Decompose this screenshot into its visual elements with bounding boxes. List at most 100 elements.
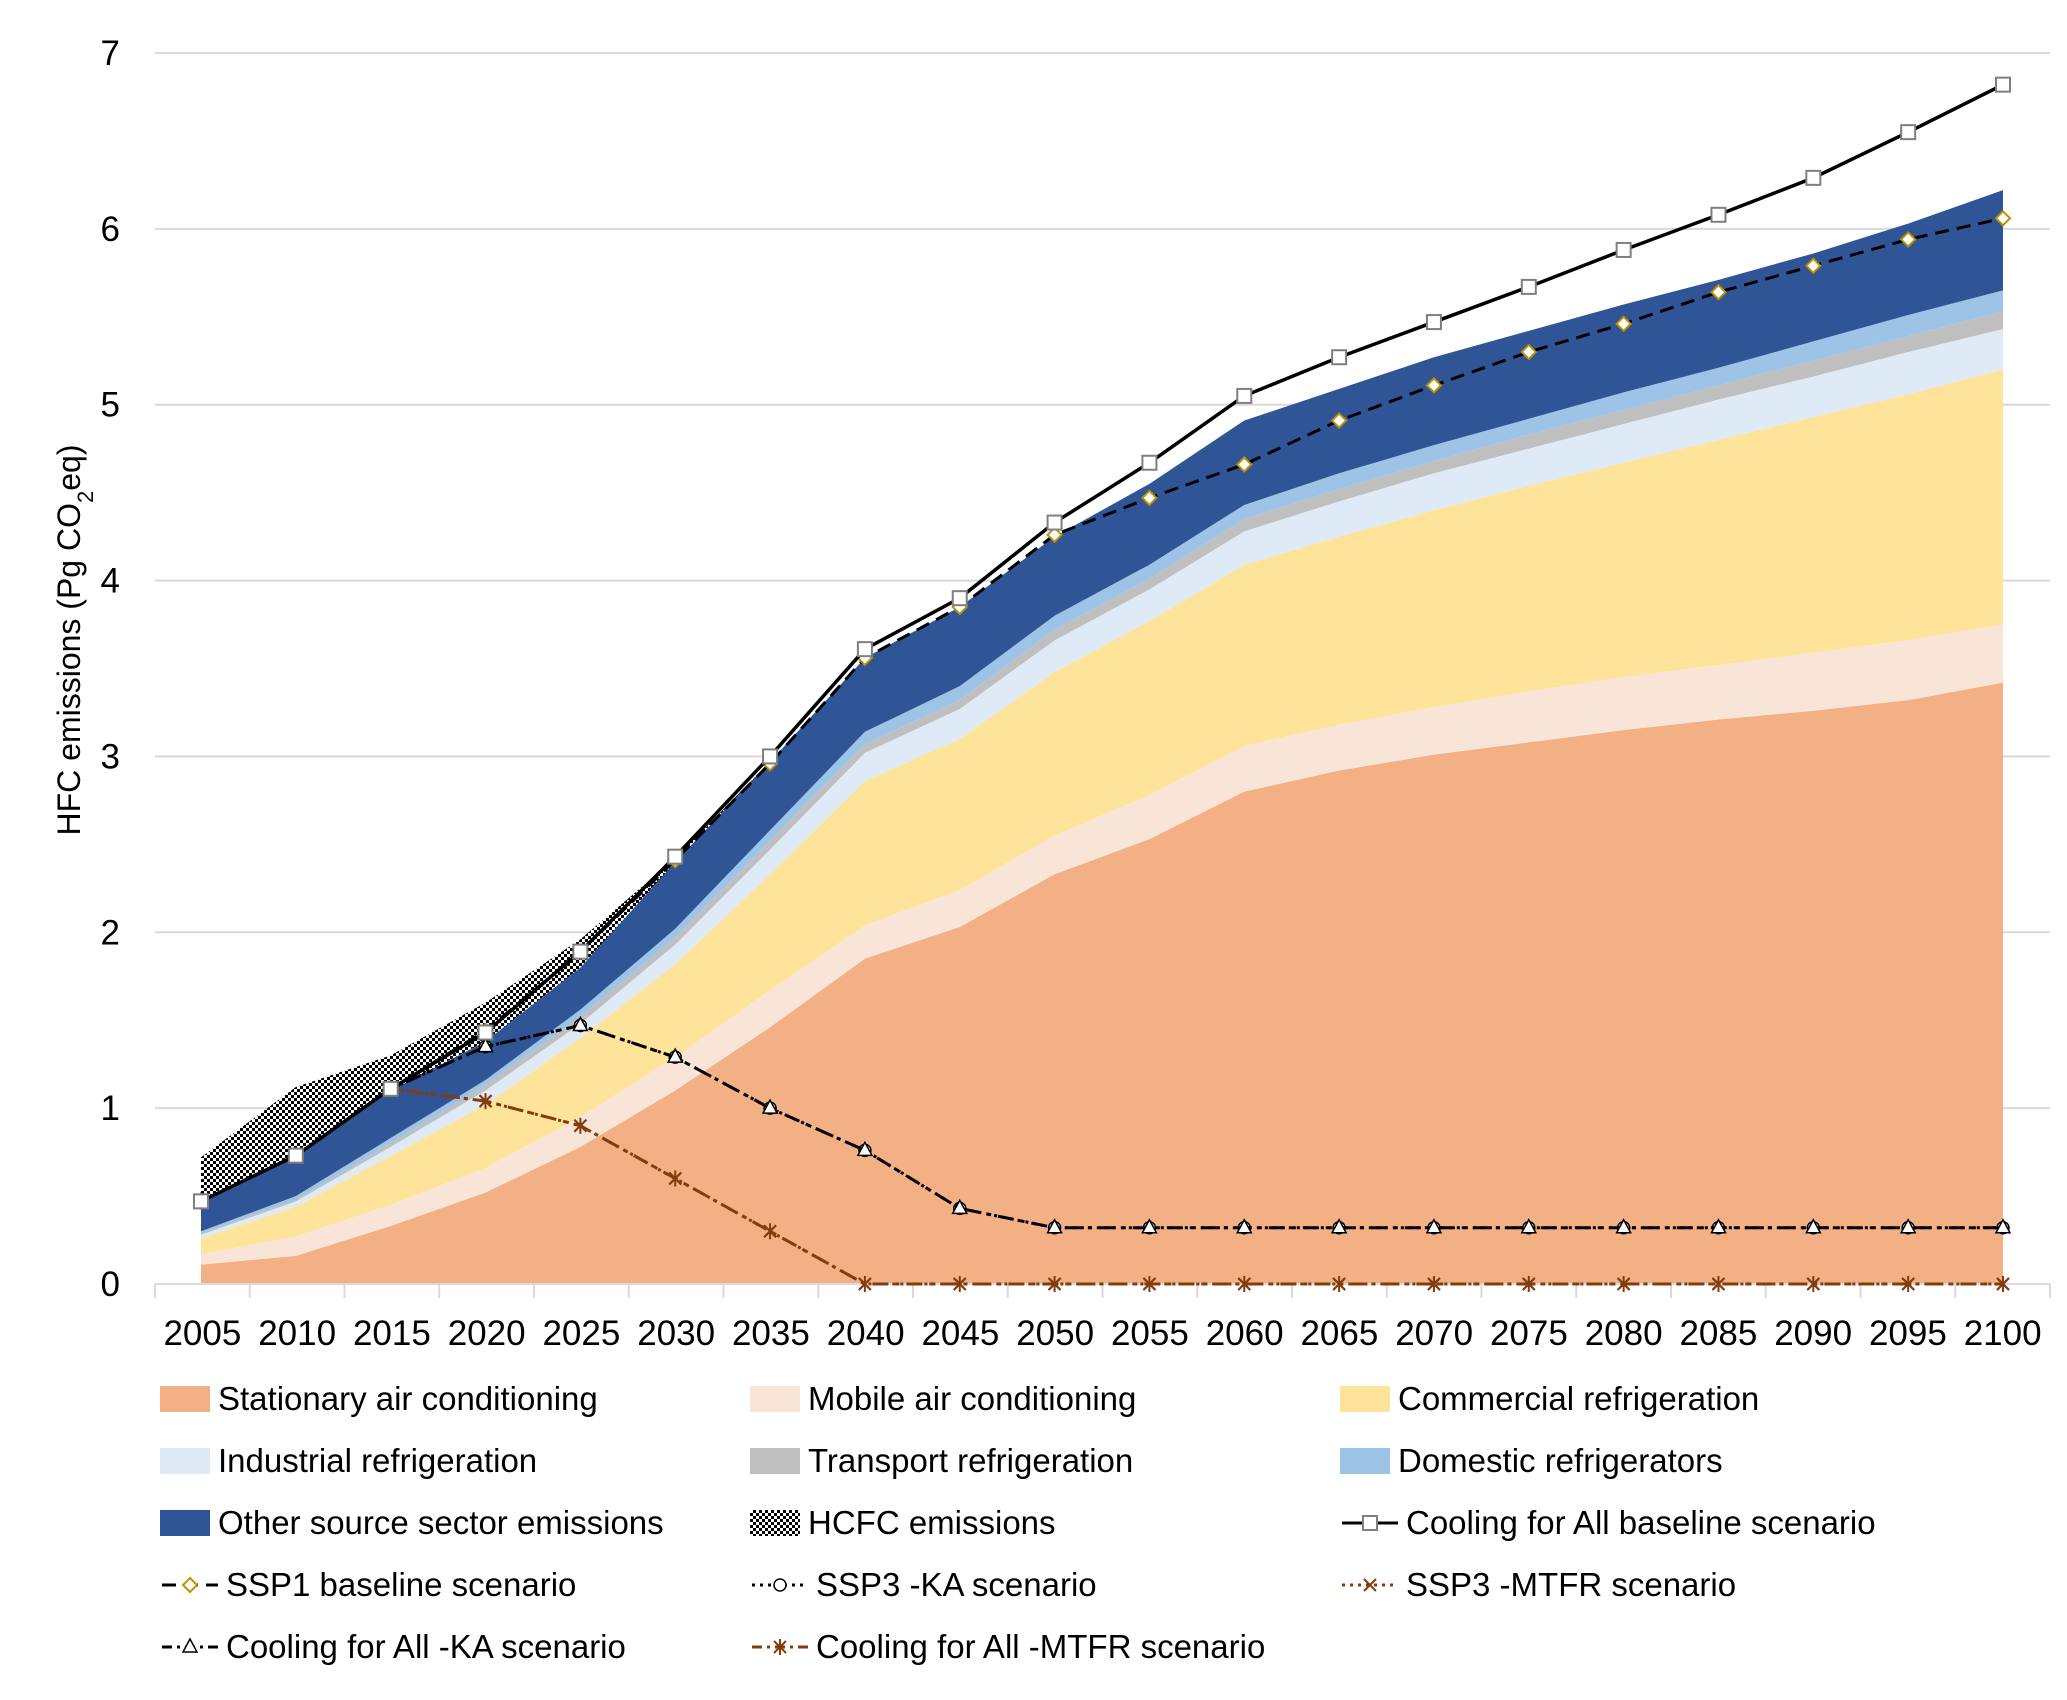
- legend-label: Domestic refrigerators: [1398, 1442, 1723, 1479]
- data-point-marker: [951, 1198, 968, 1215]
- data-point-marker: [477, 1037, 494, 1053]
- data-point-marker: [1236, 1218, 1253, 1234]
- data-point-marker: [1427, 1276, 1441, 1292]
- data-point-marker: [1047, 1276, 1062, 1292]
- x-tick-label: 2025: [542, 1314, 620, 1353]
- line-path: [200, 83, 2004, 1203]
- data-point-marker: [477, 1024, 494, 1041]
- data-point-marker: [193, 1193, 209, 1210]
- data-point-marker: [1141, 1218, 1158, 1234]
- legend-item: Transport refrigeration: [750, 1437, 1340, 1485]
- legend-item: Other source sector emissions: [160, 1499, 750, 1547]
- area-stationary-air-conditioning: [201, 682, 2003, 1284]
- y-tick-label: 7: [101, 34, 120, 73]
- data-point-marker: [1994, 1218, 2012, 1234]
- legend-label: Cooling for All baseline scenario: [1406, 1504, 1876, 1541]
- data-point-marker: [1046, 1218, 1063, 1234]
- x-tick-label: 2075: [1490, 1314, 1568, 1353]
- legend-swatch: [750, 1510, 800, 1536]
- data-point-marker: [1522, 1276, 1536, 1292]
- data-point-marker: [762, 748, 779, 765]
- y-axis-ticks: 0 1 2 3 4 5 6 7: [101, 34, 120, 1304]
- legend-marker: [1363, 1578, 1377, 1592]
- legend-item: SSP1 baseline scenario: [160, 1561, 750, 1609]
- legend-line-swatch: [752, 1639, 808, 1655]
- legend-marker: [773, 1639, 787, 1655]
- legend-item: Cooling for All -MTFR scenario: [750, 1623, 1340, 1671]
- y-tick-label: 4: [101, 562, 120, 601]
- data-point-marker: [951, 590, 968, 607]
- data-point-marker: [856, 1140, 874, 1157]
- data-point-marker: [1805, 1218, 1822, 1234]
- y-tick-label: 1: [101, 1089, 120, 1128]
- data-point-marker: [1046, 514, 1063, 531]
- data-point-marker: [1330, 1218, 1348, 1234]
- x-axis-ticks: 2005 2010 2015 2020 2025 2030 2035 2040 2045 2050…: [163, 1314, 2041, 1353]
- legend-line-swatch: [1342, 1515, 1398, 1531]
- x-tick-label: 2040: [827, 1314, 905, 1353]
- data-point-marker: [572, 1015, 589, 1032]
- x-tick-label: 2055: [1111, 1314, 1189, 1353]
- legend-line-swatch: [1342, 1578, 1398, 1592]
- x-tick-label: 2010: [258, 1314, 336, 1353]
- legend-item: SSP3 -MTFR scenario: [1340, 1561, 1980, 1609]
- data-point-marker: [1330, 412, 1348, 429]
- x-tick-label: 2070: [1395, 1314, 1473, 1353]
- area-mobile-air-conditioning: [201, 624, 2003, 1265]
- legend-label: Mobile air conditioning: [808, 1380, 1137, 1417]
- x-tick-label: 2080: [1585, 1314, 1663, 1353]
- data-point-marker: [1806, 1276, 1821, 1292]
- data-point-marker: [1520, 278, 1537, 295]
- data-point-marker: [1520, 343, 1538, 361]
- legend-label: SSP1 baseline scenario: [226, 1566, 577, 1603]
- legend-label: SSP3 -KA scenario: [816, 1566, 1097, 1603]
- legend-item: Cooling for All baseline scenario: [1340, 1499, 1980, 1547]
- x-tick-label: 2060: [1206, 1314, 1284, 1353]
- data-point-marker: [287, 1147, 304, 1164]
- x-tick-label: 2035: [732, 1314, 810, 1353]
- legend-label: Transport refrigeration: [808, 1442, 1134, 1479]
- data-point-marker: [1046, 526, 1063, 544]
- x-tick-label: 2030: [637, 1314, 715, 1353]
- y-tick-label: 0: [101, 1265, 120, 1304]
- x-tick-label: 2085: [1679, 1314, 1757, 1353]
- data-point-marker: [1899, 230, 1917, 248]
- legend-swatch: [160, 1386, 210, 1412]
- legend-label: Cooling for All -KA scenario: [226, 1628, 626, 1665]
- legend-swatch: [750, 1448, 800, 1474]
- data-point-marker: [1520, 1218, 1538, 1234]
- x-tick-label: 2005: [163, 1314, 241, 1353]
- legend-item: Industrial refrigeration: [160, 1437, 750, 1485]
- hfc-emissions-chart: 0 1 2 3 4 5 6 7 2005 2010 2015 2020 2025 2030 2035 204…: [51, 34, 2051, 1353]
- data-point-marker: [1425, 314, 1442, 331]
- stacked-areas: [201, 190, 2003, 1284]
- legend-line-swatch: [752, 1578, 808, 1592]
- legend-swatch: [160, 1448, 210, 1474]
- legend-label: Stationary air conditioning: [218, 1380, 598, 1417]
- x-tick-label: 2100: [1964, 1314, 2042, 1353]
- data-point-marker: [858, 1276, 872, 1292]
- x-tick-label: 2065: [1300, 1314, 1378, 1353]
- x-tick-label: 2095: [1869, 1314, 1947, 1353]
- data-point-marker: [1994, 209, 2012, 227]
- data-point-marker: [382, 1080, 399, 1097]
- legend-line-swatch: [162, 1637, 218, 1653]
- legend-item: Cooling for All -KA scenario: [160, 1623, 750, 1671]
- legend-swatch: [1340, 1386, 1390, 1412]
- legend-item: Commercial refrigeration: [1340, 1375, 1980, 1423]
- legend-swatch: [1340, 1448, 1390, 1474]
- data-point-marker: [856, 641, 873, 658]
- data-point-marker: [1425, 376, 1443, 394]
- data-point-marker: [761, 1098, 779, 1114]
- x-tick-label: 2050: [1016, 1314, 1094, 1353]
- data-point-marker: [1615, 315, 1633, 333]
- y-tick-label: 6: [101, 210, 120, 249]
- legend-marker: [181, 1576, 199, 1594]
- data-point-marker: [1615, 1218, 1632, 1234]
- line-path: [200, 1023, 2003, 1230]
- legend-swatch: [160, 1510, 210, 1536]
- legend-marker: [181, 1637, 199, 1653]
- data-point-marker: [1141, 454, 1158, 471]
- legend-line-swatch: [162, 1576, 218, 1594]
- data-point-marker: [1804, 257, 1822, 275]
